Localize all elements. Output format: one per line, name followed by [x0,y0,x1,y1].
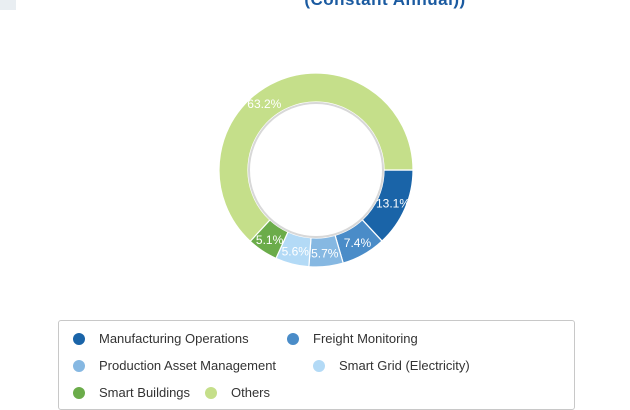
legend-swatch [205,386,217,399]
legend-item-production-asset-management[interactable]: Production Asset Management [73,358,276,373]
slice-label: 7.4% [344,236,372,250]
legend: Manufacturing Operations Freight Monitor… [58,320,575,410]
legend-item-others[interactable]: Others [205,385,270,400]
legend-swatch [73,386,85,399]
legend-label: Smart Buildings [99,385,191,400]
chart-title: (Constant Annual)) [200,0,570,10]
legend-label: Manufacturing Operations [99,331,249,346]
slice-label: 13.1% [376,197,410,211]
donut-inner-ring [248,102,384,238]
legend-item-smart-grid-electricity[interactable]: Smart Grid (Electricity) [313,358,470,373]
legend-label: Others [231,385,271,400]
slice-label: 5.6% [282,244,310,258]
legend-swatch [313,359,325,372]
donut-chart: 13.1% 7.4% 5.7%5.6%5.1% 63.2% [218,72,414,268]
slice-label: 5.7% [311,247,339,261]
legend-label: Smart Grid (Electricity) [339,358,470,373]
legend-swatch [287,332,299,345]
legend-swatch [73,359,85,372]
legend-item-manufacturing-operations[interactable]: Manufacturing Operations [73,331,249,346]
slice-label: 63.2% [247,97,281,111]
legend-swatch [73,332,85,345]
slice-label: 5.1% [256,233,284,247]
corner-mark [0,0,16,10]
legend-item-freight-monitoring[interactable]: Freight Monitoring [287,331,418,346]
legend-label: Production Asset Management [99,358,277,373]
legend-item-smart-buildings[interactable]: Smart Buildings [73,385,190,400]
legend-label: Freight Monitoring [313,331,418,346]
